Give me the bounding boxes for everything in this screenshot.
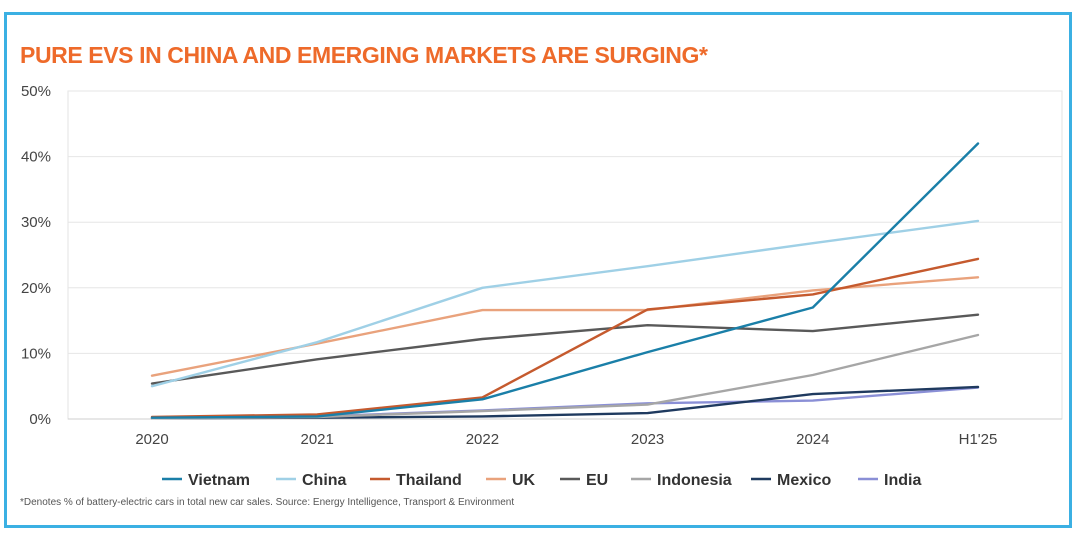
series-line-eu (150, 313, 980, 385)
y-tick-label: 50% (21, 83, 51, 100)
legend-label-uk: UK (512, 472, 536, 489)
x-tick-label: 2023 (631, 431, 664, 448)
y-tick-label: 10% (21, 345, 51, 362)
chart-footnote: *Denotes % of battery-electric cars in t… (20, 497, 515, 508)
series-line-vietnam (150, 142, 980, 419)
legend-label-eu: EU (586, 472, 608, 489)
x-tick-label: 2020 (135, 431, 168, 448)
legend-label-thailand: Thailand (396, 472, 462, 489)
series-line-mexico (150, 385, 980, 420)
y-tick-label: 40% (21, 149, 51, 166)
chart-frame (4, 12, 1072, 528)
legend-label-india: India (884, 472, 921, 489)
x-tick-label: 2022 (466, 431, 499, 448)
legend-label-mexico: Mexico (777, 472, 831, 489)
chart-title: PURE EVS IN CHINA AND EMERGING MARKETS A… (20, 42, 708, 68)
legend-label-vietnam: Vietnam (188, 472, 250, 489)
y-tick-label: 30% (21, 214, 51, 231)
legend-label-indonesia: Indonesia (657, 472, 732, 489)
y-tick-label: 0% (29, 411, 51, 428)
x-tick-label: 2021 (301, 431, 334, 448)
series-line-china (150, 219, 980, 388)
series-line-thailand (150, 257, 980, 419)
x-tick-label: 2024 (796, 431, 829, 448)
x-tick-label: H1'25 (959, 431, 998, 448)
legend-label-china: China (302, 472, 347, 489)
y-tick-label: 20% (21, 280, 51, 297)
